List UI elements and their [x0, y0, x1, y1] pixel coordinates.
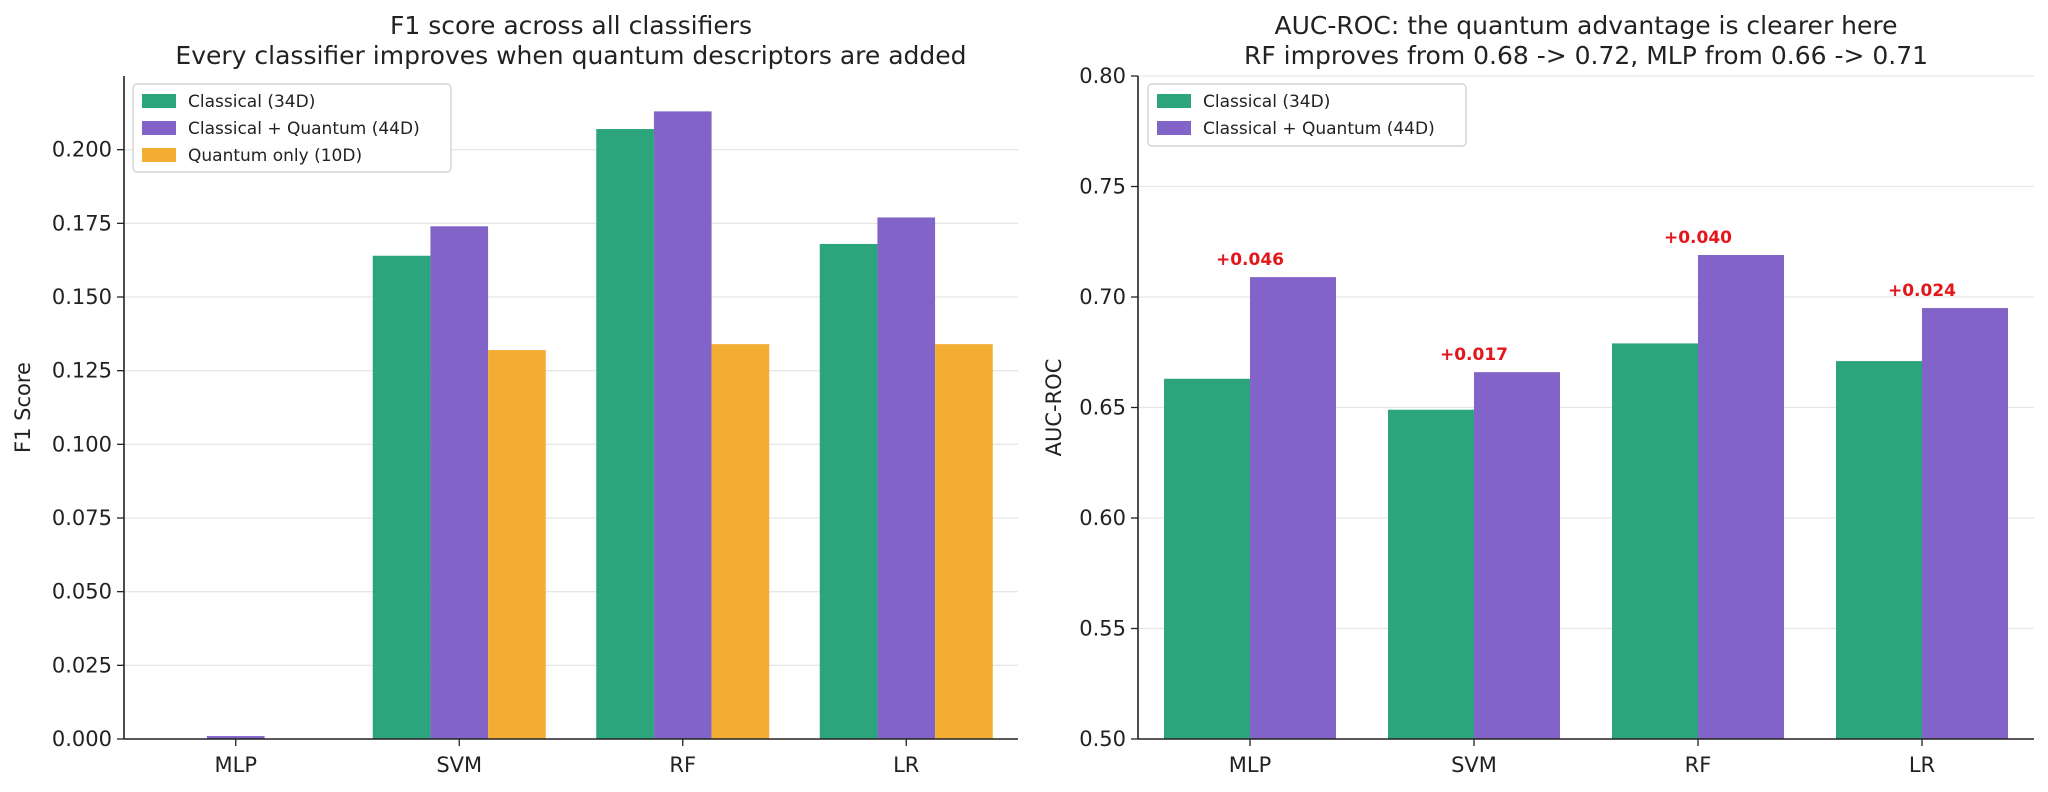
x-tick-label: MLP: [215, 753, 257, 777]
legend-label: Quantum only (10D): [188, 146, 362, 166]
y-axis-label: AUC-ROC: [1042, 359, 1066, 457]
bar-quantum-only-10d-svm: [488, 350, 546, 739]
chart-panel-1: 0.000 0.025 0.050 0.075 0.100 0.125 0.150 0.175…: [11, 11, 1018, 777]
legend-label: Classical (34D): [188, 92, 315, 112]
bar-classical-34d-rf: [1612, 343, 1698, 739]
bar-classical-quantum-44d-rf: [1698, 255, 1784, 739]
bar-classical-quantum-44d-mlp: [206, 736, 265, 739]
y-tick-label: 0.55: [1079, 617, 1126, 641]
legend-swatch: [1157, 121, 1191, 135]
chart-title: F1 score across all classifiers: [390, 11, 752, 40]
y-tick-label: 0.050: [52, 580, 112, 604]
y-tick-label: 0.175: [52, 211, 112, 235]
y-tick-label: 0.025: [52, 653, 112, 677]
bar-classical-quantum-44d-mlp: [1250, 277, 1336, 739]
y-tick-label: 0.200: [52, 138, 112, 162]
y-tick-label: 0.150: [52, 285, 112, 309]
bar-classical-quantum-44d-lr: [877, 217, 936, 739]
delta-annotation: +0.046: [1216, 250, 1284, 270]
chart-subtitle: Every classifier improves when quantum d…: [175, 41, 966, 70]
bar-quantum-only-10d-lr: [935, 344, 993, 739]
bar-classical-34d-lr: [1836, 361, 1922, 739]
y-tick-label: 0.100: [52, 432, 112, 456]
bar-quantum-only-10d-rf: [711, 344, 770, 739]
bar-classical-quantum-44d-lr: [1922, 308, 2008, 739]
chart-title: AUC-ROC: the quantum advantage is cleare…: [1275, 11, 1898, 40]
bar-classical-quantum-44d-svm: [430, 226, 489, 739]
bar-classical-quantum-44d-svm: [1474, 372, 1560, 739]
delta-annotation: +0.024: [1888, 281, 1956, 301]
legend-swatch: [142, 148, 176, 162]
legend-label: Classical (34D): [1203, 92, 1330, 112]
legend-swatch: [142, 121, 176, 135]
x-tick-label: SVM: [436, 753, 482, 777]
x-tick-label: LR: [1909, 753, 1935, 777]
legend: Classical (34D) Classical + Quantum (44D)…: [132, 83, 452, 173]
x-tick-label: MLP: [1229, 753, 1271, 777]
bar-classical-34d-mlp: [1164, 378, 1250, 739]
bar-classical-34d-svm: [1388, 409, 1474, 739]
bar-classical-quantum-44d-rf: [653, 111, 712, 740]
y-tick-label: 0.80: [1079, 64, 1126, 88]
legend-label: Classical + Quantum (44D): [188, 119, 420, 139]
y-tick-label: 0.65: [1079, 396, 1126, 420]
legend-swatch: [1157, 94, 1191, 108]
y-tick-label: 0.075: [52, 506, 112, 530]
delta-annotation: +0.017: [1440, 345, 1508, 365]
legend: Classical (34D) Classical + Quantum (44D): [1147, 83, 1467, 147]
legend-label: Classical + Quantum (44D): [1203, 119, 1435, 139]
bar-classical-34d-lr: [819, 243, 878, 739]
legend-swatch: [142, 94, 176, 108]
bar-classical-34d-svm: [372, 255, 431, 739]
y-tick-label: 0.50: [1079, 727, 1126, 751]
legend-frame: [132, 83, 452, 173]
y-tick-label: 0.75: [1079, 175, 1126, 199]
y-tick-label: 0.125: [52, 359, 112, 383]
x-tick-label: RF: [669, 753, 696, 777]
x-tick-label: LR: [893, 753, 919, 777]
x-tick-label: SVM: [1451, 753, 1497, 777]
y-tick-label: 0.60: [1079, 506, 1126, 530]
x-tick-label: RF: [1685, 753, 1712, 777]
chart-subtitle: RF improves from 0.68 -> 0.72, MLP from …: [1244, 41, 1928, 70]
y-axis-label: F1 Score: [11, 362, 35, 453]
legend-frame: [1147, 83, 1467, 147]
delta-annotation: +0.040: [1664, 228, 1732, 248]
y-tick-label: 0.70: [1079, 285, 1126, 309]
chart-panel-2: 0.50 0.55 0.60 0.65 0.70 0.75 0.80 +0.046 +0.017…: [1042, 11, 2034, 777]
y-tick-label: 0.000: [52, 727, 112, 751]
bar-classical-34d-rf: [596, 129, 654, 740]
